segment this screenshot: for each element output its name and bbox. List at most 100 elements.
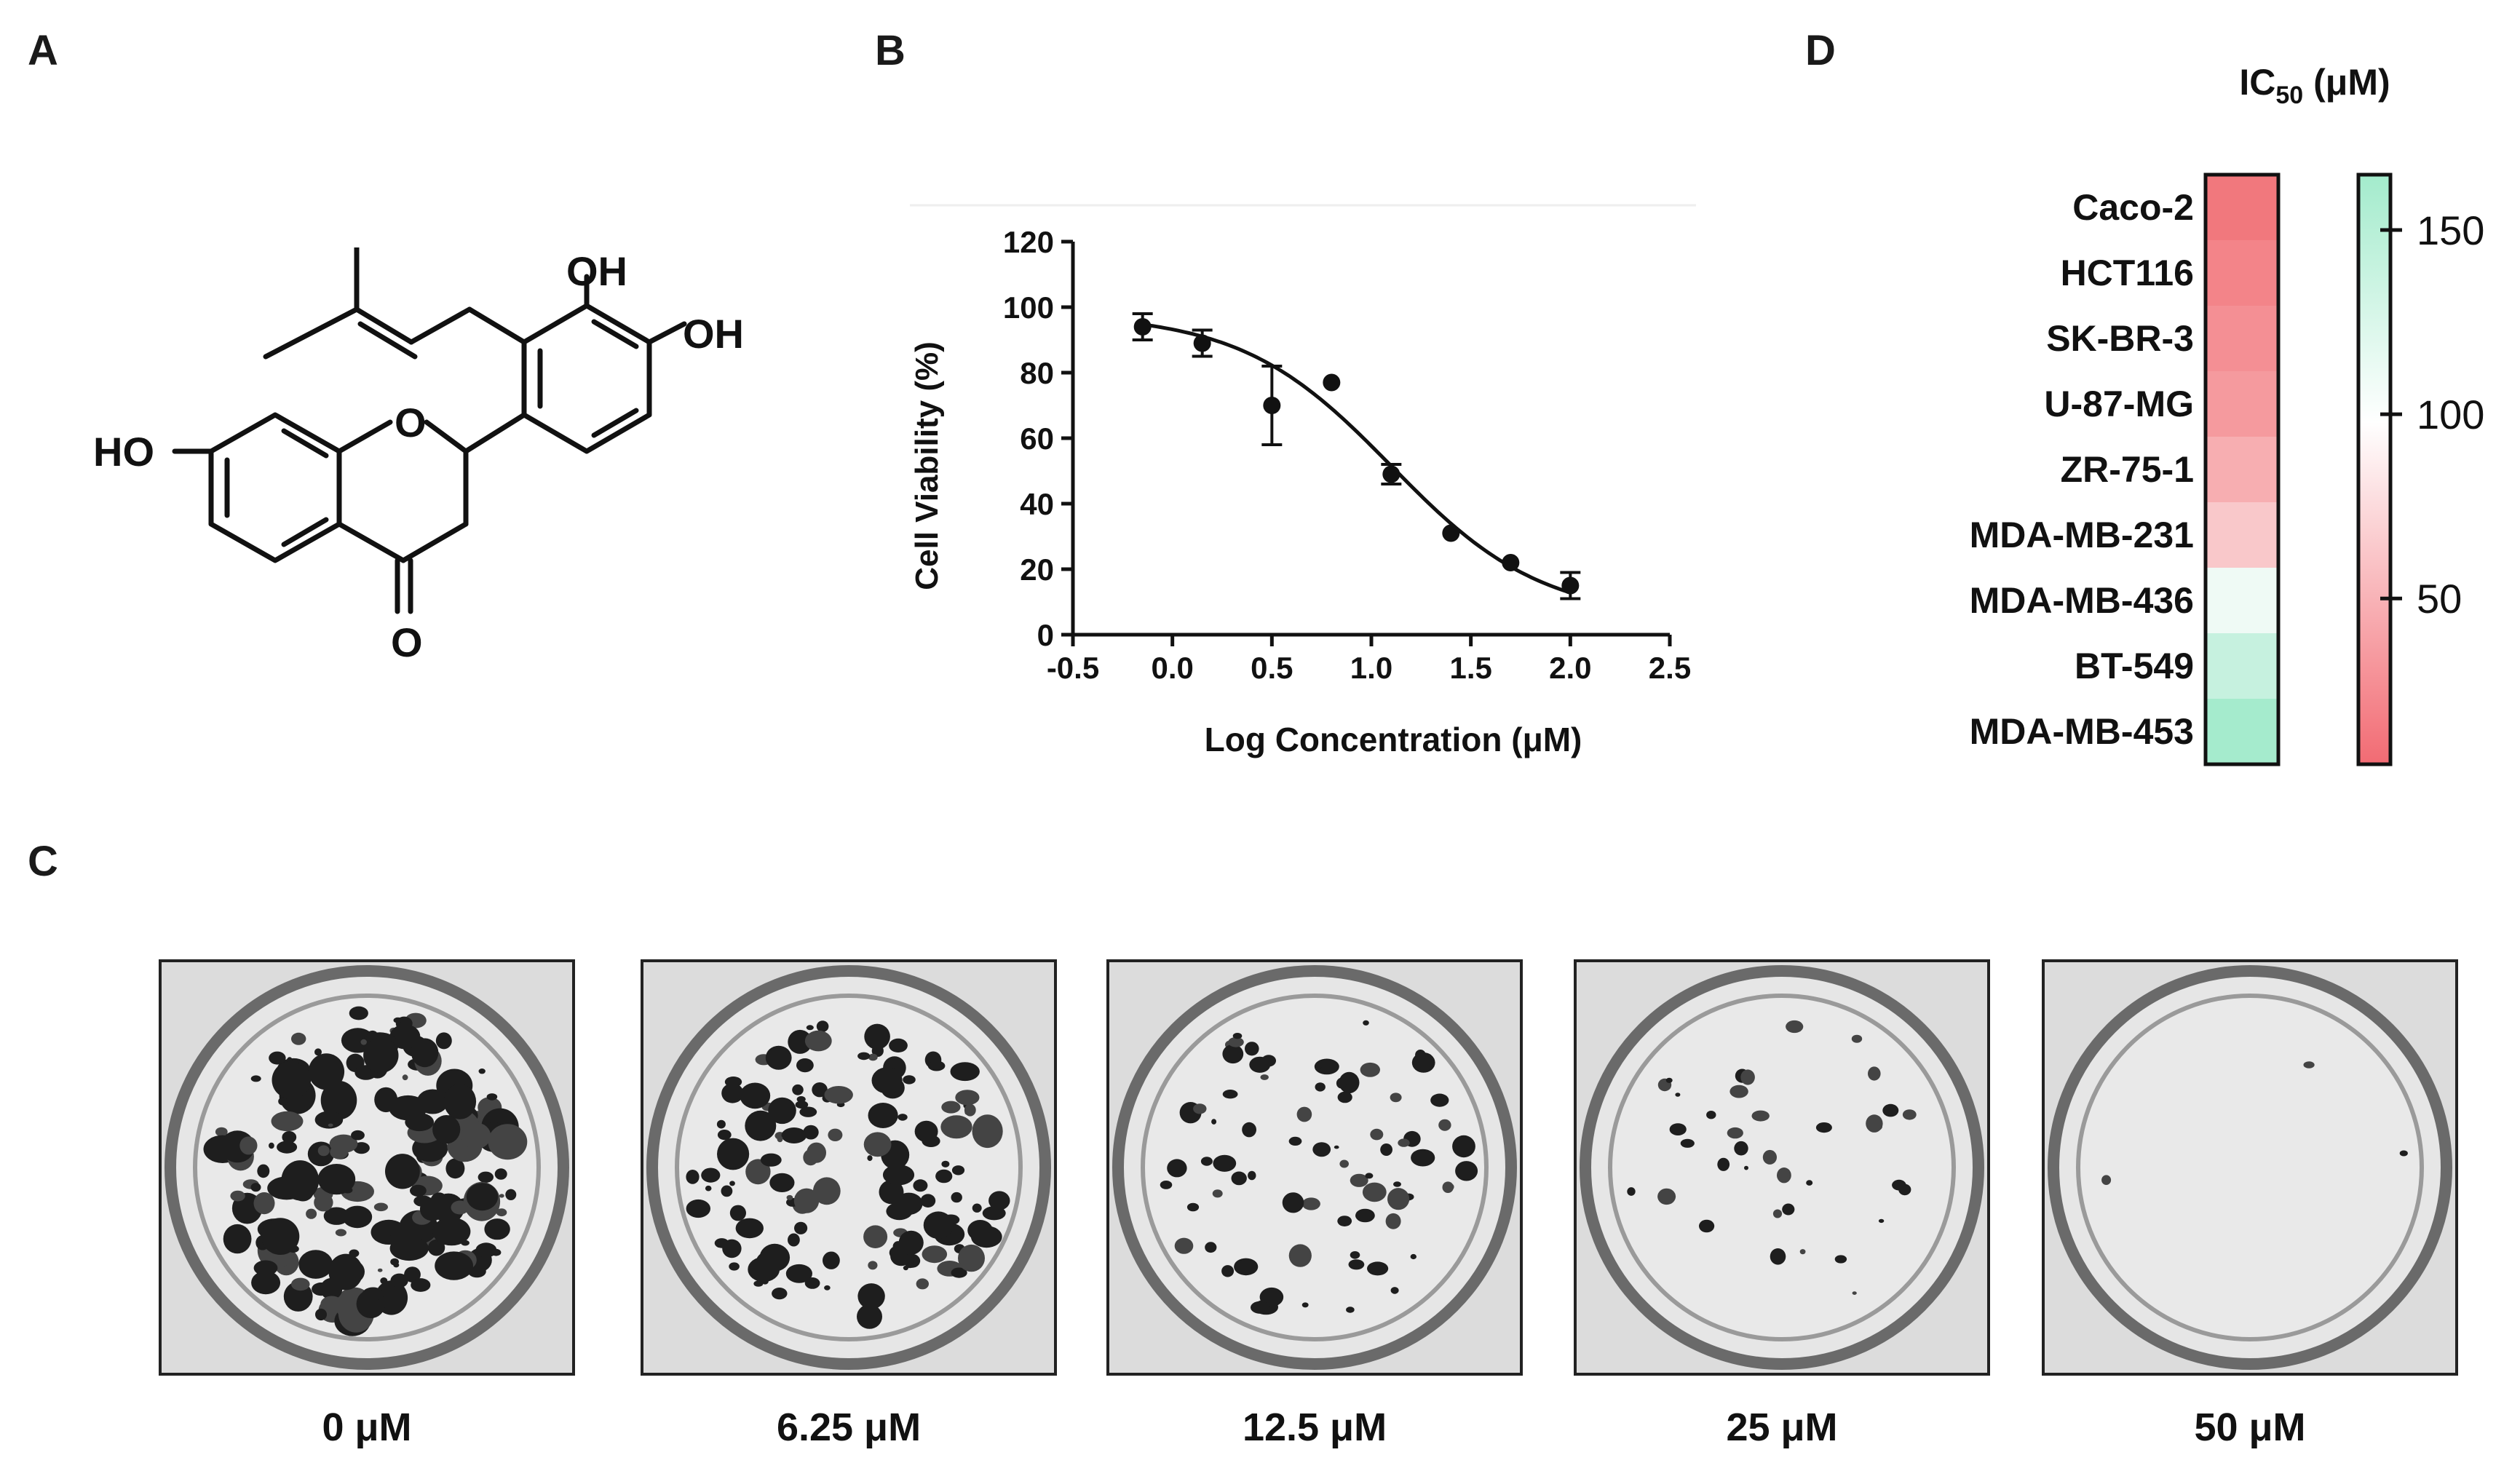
colony xyxy=(257,1164,270,1178)
colony xyxy=(1259,1287,1284,1307)
structure-label-oh-right: OH xyxy=(683,311,742,357)
colony xyxy=(494,1168,507,1180)
colony xyxy=(964,1103,976,1117)
culture-well-image xyxy=(1106,959,1523,1376)
dose-response-chart: -0.5 0.0 0.5 1.0 1.5 2.0 2.5 0 20 40 60 80 100 120 Ce… xyxy=(909,204,1696,758)
colony xyxy=(1221,1265,1235,1277)
heatmap-row-label: SK-BR-3 xyxy=(2046,318,2194,359)
heatmap-title-unit: (μM) xyxy=(2303,62,2390,103)
colony xyxy=(411,1278,431,1292)
colony xyxy=(950,1062,980,1082)
heatmap-border xyxy=(2203,173,2281,766)
colony xyxy=(314,1111,344,1129)
structure-label-o-ring: O xyxy=(395,400,427,445)
colony xyxy=(253,1192,275,1215)
heatmap-row-label: MDA-MB-436 xyxy=(1970,580,2194,621)
colony xyxy=(272,1060,312,1099)
colony xyxy=(314,1193,333,1212)
colony xyxy=(215,1127,228,1137)
colony xyxy=(1339,1071,1360,1094)
colony xyxy=(1213,1154,1237,1172)
colony xyxy=(491,1248,502,1256)
colony xyxy=(288,1245,299,1253)
colony xyxy=(1717,1157,1730,1171)
colony xyxy=(1205,1242,1217,1253)
colony xyxy=(2101,1175,2112,1185)
colony xyxy=(461,1122,491,1149)
colony xyxy=(914,1120,938,1143)
colony xyxy=(416,1089,448,1114)
colony xyxy=(320,1080,357,1120)
colony xyxy=(972,1114,1003,1149)
colony xyxy=(740,1082,771,1109)
colony xyxy=(402,1074,408,1081)
colony xyxy=(793,1188,820,1213)
colony xyxy=(1296,1106,1312,1122)
structure-label-o-ketone: O xyxy=(391,619,423,665)
y-tick-label: 120 xyxy=(1003,225,1054,259)
colony xyxy=(1415,1050,1426,1060)
colony xyxy=(1363,1020,1369,1026)
colony xyxy=(435,1251,473,1280)
x-tick-label: 0.5 xyxy=(1251,651,1293,685)
colony xyxy=(443,1084,477,1119)
colony xyxy=(298,1060,304,1066)
y-tick-label: 0 xyxy=(1037,618,1054,652)
data-point xyxy=(1442,524,1460,542)
colony xyxy=(812,1082,828,1098)
colony xyxy=(951,1192,962,1203)
colony xyxy=(686,1199,710,1218)
colony xyxy=(380,1277,388,1285)
colony xyxy=(317,1164,356,1195)
colony xyxy=(291,1032,306,1045)
colony xyxy=(1762,1149,1777,1165)
colony xyxy=(1339,1159,1349,1168)
colony xyxy=(1315,1082,1326,1092)
colony xyxy=(445,1158,465,1179)
colony xyxy=(1866,1114,1883,1133)
colony xyxy=(1301,1302,1309,1308)
colony xyxy=(223,1224,252,1254)
colony xyxy=(362,1287,384,1301)
colony xyxy=(705,1185,712,1192)
colony xyxy=(955,1090,980,1106)
data-point xyxy=(1502,554,1520,571)
x-axis-label: Log Concentration (μM) xyxy=(1205,721,1582,758)
colony xyxy=(1242,1122,1256,1138)
colony xyxy=(777,1135,783,1143)
colony xyxy=(410,1184,427,1197)
colony xyxy=(721,1083,744,1103)
colony xyxy=(1878,1218,1885,1224)
colony xyxy=(828,1128,843,1141)
colorbar-tick-label: 50 xyxy=(2417,576,2462,622)
colony xyxy=(1174,1237,1194,1254)
colony xyxy=(941,1160,950,1167)
colony xyxy=(1387,1188,1410,1210)
culture-well-image xyxy=(159,959,575,1376)
colony xyxy=(354,1191,362,1197)
colony xyxy=(1251,1301,1270,1314)
colony xyxy=(1627,1187,1636,1196)
colony xyxy=(314,1048,322,1056)
colony xyxy=(857,1052,871,1060)
colony xyxy=(315,1308,327,1321)
colony-group xyxy=(686,1020,1010,1329)
colony xyxy=(486,1093,498,1101)
colony xyxy=(1232,1033,1243,1039)
colony xyxy=(1249,1056,1271,1073)
structure-label-oh-top: OH xyxy=(566,248,627,294)
colony xyxy=(796,1058,814,1073)
y-tick-label: 100 xyxy=(1003,290,1054,325)
data-point xyxy=(1382,465,1400,483)
colony xyxy=(889,1038,908,1052)
colony xyxy=(253,1260,278,1276)
colony xyxy=(277,1141,298,1154)
colony xyxy=(863,1225,888,1248)
x-tick-label: -0.5 xyxy=(1047,651,1099,685)
heatmap-cell xyxy=(2206,437,2278,502)
colony xyxy=(1786,1020,1804,1034)
colony xyxy=(935,1169,953,1184)
colony xyxy=(804,1277,820,1289)
colony xyxy=(867,1155,873,1162)
colony xyxy=(230,1190,245,1202)
